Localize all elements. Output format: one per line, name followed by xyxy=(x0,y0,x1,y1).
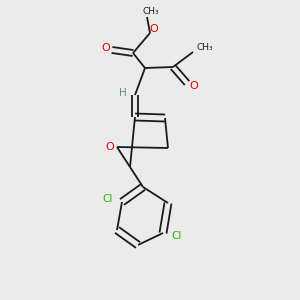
Text: CH₃: CH₃ xyxy=(143,8,159,16)
Text: O: O xyxy=(106,142,114,152)
Text: H: H xyxy=(119,88,127,98)
Text: Cl: Cl xyxy=(103,194,113,204)
Text: O: O xyxy=(150,24,158,34)
Text: Cl: Cl xyxy=(172,231,182,241)
Text: CH₃: CH₃ xyxy=(197,44,213,52)
Text: O: O xyxy=(102,43,110,53)
Text: O: O xyxy=(190,81,198,91)
